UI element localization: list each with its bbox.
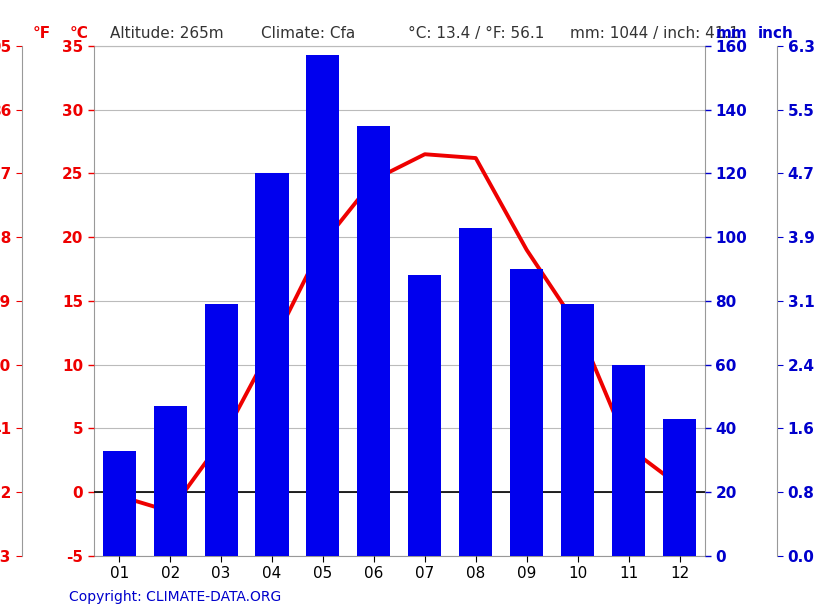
Bar [205, 304, 238, 556]
Text: mm: 1044 / inch: 41.1: mm: 1044 / inch: 41.1 [570, 26, 739, 41]
Text: Altitude: 265m: Altitude: 265m [110, 26, 223, 41]
Bar [459, 227, 492, 556]
Bar [510, 269, 544, 556]
Bar [612, 365, 645, 556]
Text: Copyright: CLIMATE-DATA.ORG: Copyright: CLIMATE-DATA.ORG [69, 590, 281, 604]
Text: inch: inch [758, 26, 794, 41]
Text: mm: mm [716, 26, 747, 41]
Bar [153, 406, 187, 556]
Bar [255, 174, 289, 556]
Text: Climate: Cfa: Climate: Cfa [261, 26, 355, 41]
Bar [408, 276, 442, 556]
Text: °C: 13.4 / °F: 56.1: °C: 13.4 / °F: 56.1 [408, 26, 544, 41]
Text: °C: °C [69, 26, 88, 41]
Bar [357, 125, 390, 556]
Text: °F: °F [33, 26, 51, 41]
Bar [306, 56, 340, 556]
Bar [663, 419, 696, 556]
Bar [561, 304, 594, 556]
Bar [103, 451, 136, 556]
